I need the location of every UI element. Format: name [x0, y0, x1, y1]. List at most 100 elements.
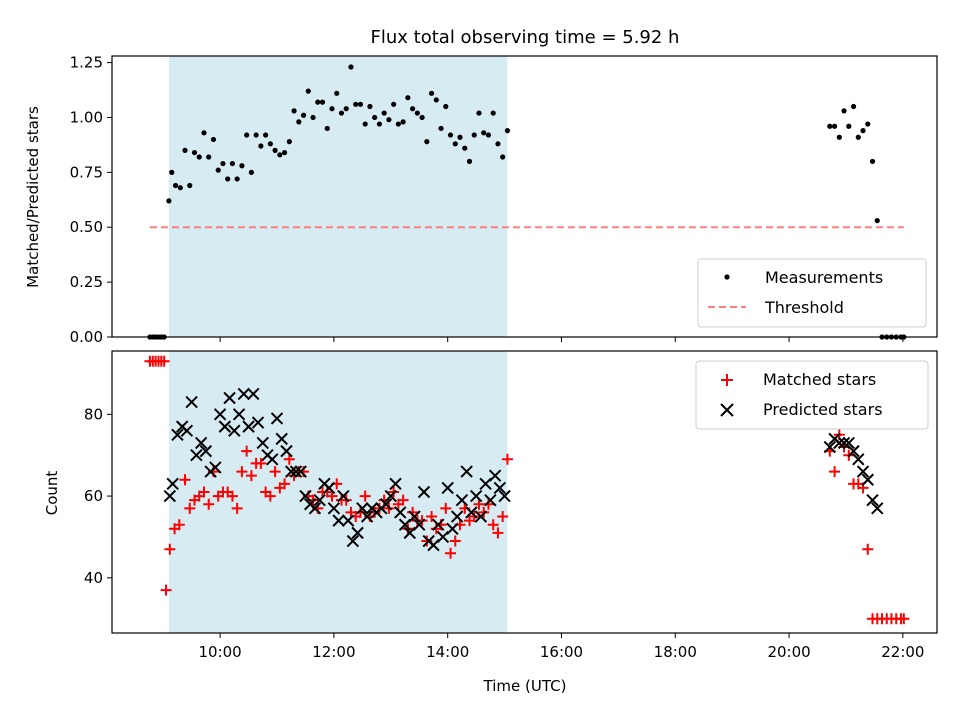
- top-shaded-region: [168, 56, 508, 337]
- predicted-stars-point: [341, 514, 355, 527]
- matched-stars-point: [440, 502, 452, 514]
- predicted-stars-point: [308, 502, 322, 515]
- predicted-stars-point: [379, 498, 393, 511]
- bottom-legend: Matched stars Predicted stars: [695, 360, 929, 430]
- measurement-point: [372, 114, 378, 121]
- measurement-point: [334, 90, 340, 96]
- bottom-plot-frame: [111, 350, 938, 634]
- measurement-point: [827, 123, 833, 129]
- measurement-point: [206, 154, 212, 160]
- predicted-stars-point: [289, 465, 303, 478]
- matched-stars-point: [179, 474, 191, 486]
- predicted-stars-point: [327, 502, 341, 515]
- predicted-stars-point: [866, 493, 879, 507]
- legend-measurements-marker: [724, 274, 730, 280]
- measurement-point: [874, 218, 880, 224]
- predicted-stars-point: [242, 420, 255, 433]
- measurement-point: [367, 103, 373, 110]
- matched-stars-point: [829, 466, 841, 478]
- legend-predicted-label: Predicted stars: [763, 400, 883, 419]
- predicted-stars-point: [270, 412, 284, 425]
- bottom-x-ticks: 10:00 12:00 14:00 16:00 18:00 20:00 22:00: [198, 633, 924, 661]
- measurement-point: [831, 123, 838, 129]
- predicted-stars-point: [856, 465, 870, 478]
- predicted-stars-point: [256, 436, 269, 450]
- legend-matched-label: Matched stars: [763, 370, 876, 389]
- matched-stars-point: [473, 498, 485, 510]
- predicted-stars-point: [294, 465, 307, 478]
- predicted-stars-point: [351, 526, 364, 540]
- predicted-stars-point: [852, 453, 865, 466]
- predicted-stars-point: [166, 477, 179, 491]
- measurement-point: [855, 134, 861, 140]
- measurement-point: [386, 117, 392, 123]
- matched-stars-point: [226, 490, 238, 502]
- x-tick-label: 16:00: [540, 643, 583, 661]
- matched-stars-point: [241, 445, 253, 457]
- measurement-point: [466, 158, 473, 164]
- measurement-point: [457, 134, 463, 140]
- measurement-point: [836, 134, 842, 140]
- measurement-point: [201, 130, 207, 136]
- measurement-point: [865, 121, 871, 127]
- predicted-stars-point: [389, 477, 402, 491]
- x-tick-label: 22:00: [881, 643, 924, 661]
- bottom-legend-box: [695, 360, 929, 430]
- predicted-stars-point: [213, 408, 227, 421]
- measurement-point: [187, 182, 193, 189]
- measurement-point: [305, 88, 311, 94]
- measurement-point: [481, 130, 487, 136]
- x-axis-label: Time (UTC): [483, 677, 567, 695]
- measurement-point: [381, 110, 387, 116]
- predicted-stars-point: [469, 489, 483, 503]
- predicted-stars-point: [394, 506, 407, 519]
- measurement-point: [225, 176, 231, 182]
- measurement-point: [272, 147, 278, 153]
- measurement-point: [452, 141, 458, 147]
- measurement-point: [476, 110, 482, 116]
- measurement-point: [400, 119, 406, 125]
- matched-stars-point: [269, 466, 281, 478]
- predicted-stars-point: [484, 493, 497, 507]
- matched-stars-point: [198, 486, 210, 498]
- predicted-stars-point: [460, 465, 473, 478]
- measurement-point: [267, 141, 273, 147]
- bottom-y-ticks: 40 60 80: [84, 405, 112, 587]
- predicted-stars-point: [163, 489, 177, 503]
- top-y-tick-label: 1.00: [70, 108, 103, 126]
- predicted-stars-point: [232, 408, 246, 421]
- top-y-tick-label: 0.00: [70, 328, 103, 346]
- predicted-stars-point: [446, 522, 459, 535]
- measurement-point: [253, 132, 259, 138]
- predicted-stars-point: [266, 453, 279, 466]
- predicted-stars-point: [237, 387, 251, 401]
- measurement-point: [210, 136, 217, 143]
- measurement-point: [291, 108, 297, 114]
- measurement-point: [169, 169, 175, 175]
- measurement-point: [229, 160, 236, 167]
- top-y-tick-label: 0.75: [70, 163, 103, 181]
- measurement-point: [471, 132, 477, 138]
- predicted-stars-point: [190, 449, 203, 462]
- matched-stars-point: [203, 498, 215, 510]
- measurement-point: [277, 152, 283, 158]
- measurement-point: [485, 132, 492, 138]
- predicted-stars-point: [356, 502, 369, 515]
- measurement-point: [841, 108, 847, 114]
- predicted-stars-point: [322, 481, 336, 495]
- predicted-stars-point: [209, 461, 222, 474]
- matched-stars-point: [407, 506, 419, 518]
- matched-stars-point: [359, 490, 371, 502]
- measurement-point: [300, 112, 307, 118]
- matched-stars-point: [492, 527, 504, 539]
- measurement-point: [362, 121, 368, 127]
- predicted-stars-point: [417, 485, 431, 499]
- measurement-point: [329, 106, 335, 112]
- predicted-stars-point: [431, 518, 445, 531]
- measurement-point: [357, 101, 364, 107]
- measurement-point: [869, 158, 876, 164]
- measurement-point: [376, 121, 383, 127]
- predicted-stars-point: [450, 510, 464, 523]
- measurement-point: [258, 143, 264, 149]
- measurement-point: [428, 90, 435, 96]
